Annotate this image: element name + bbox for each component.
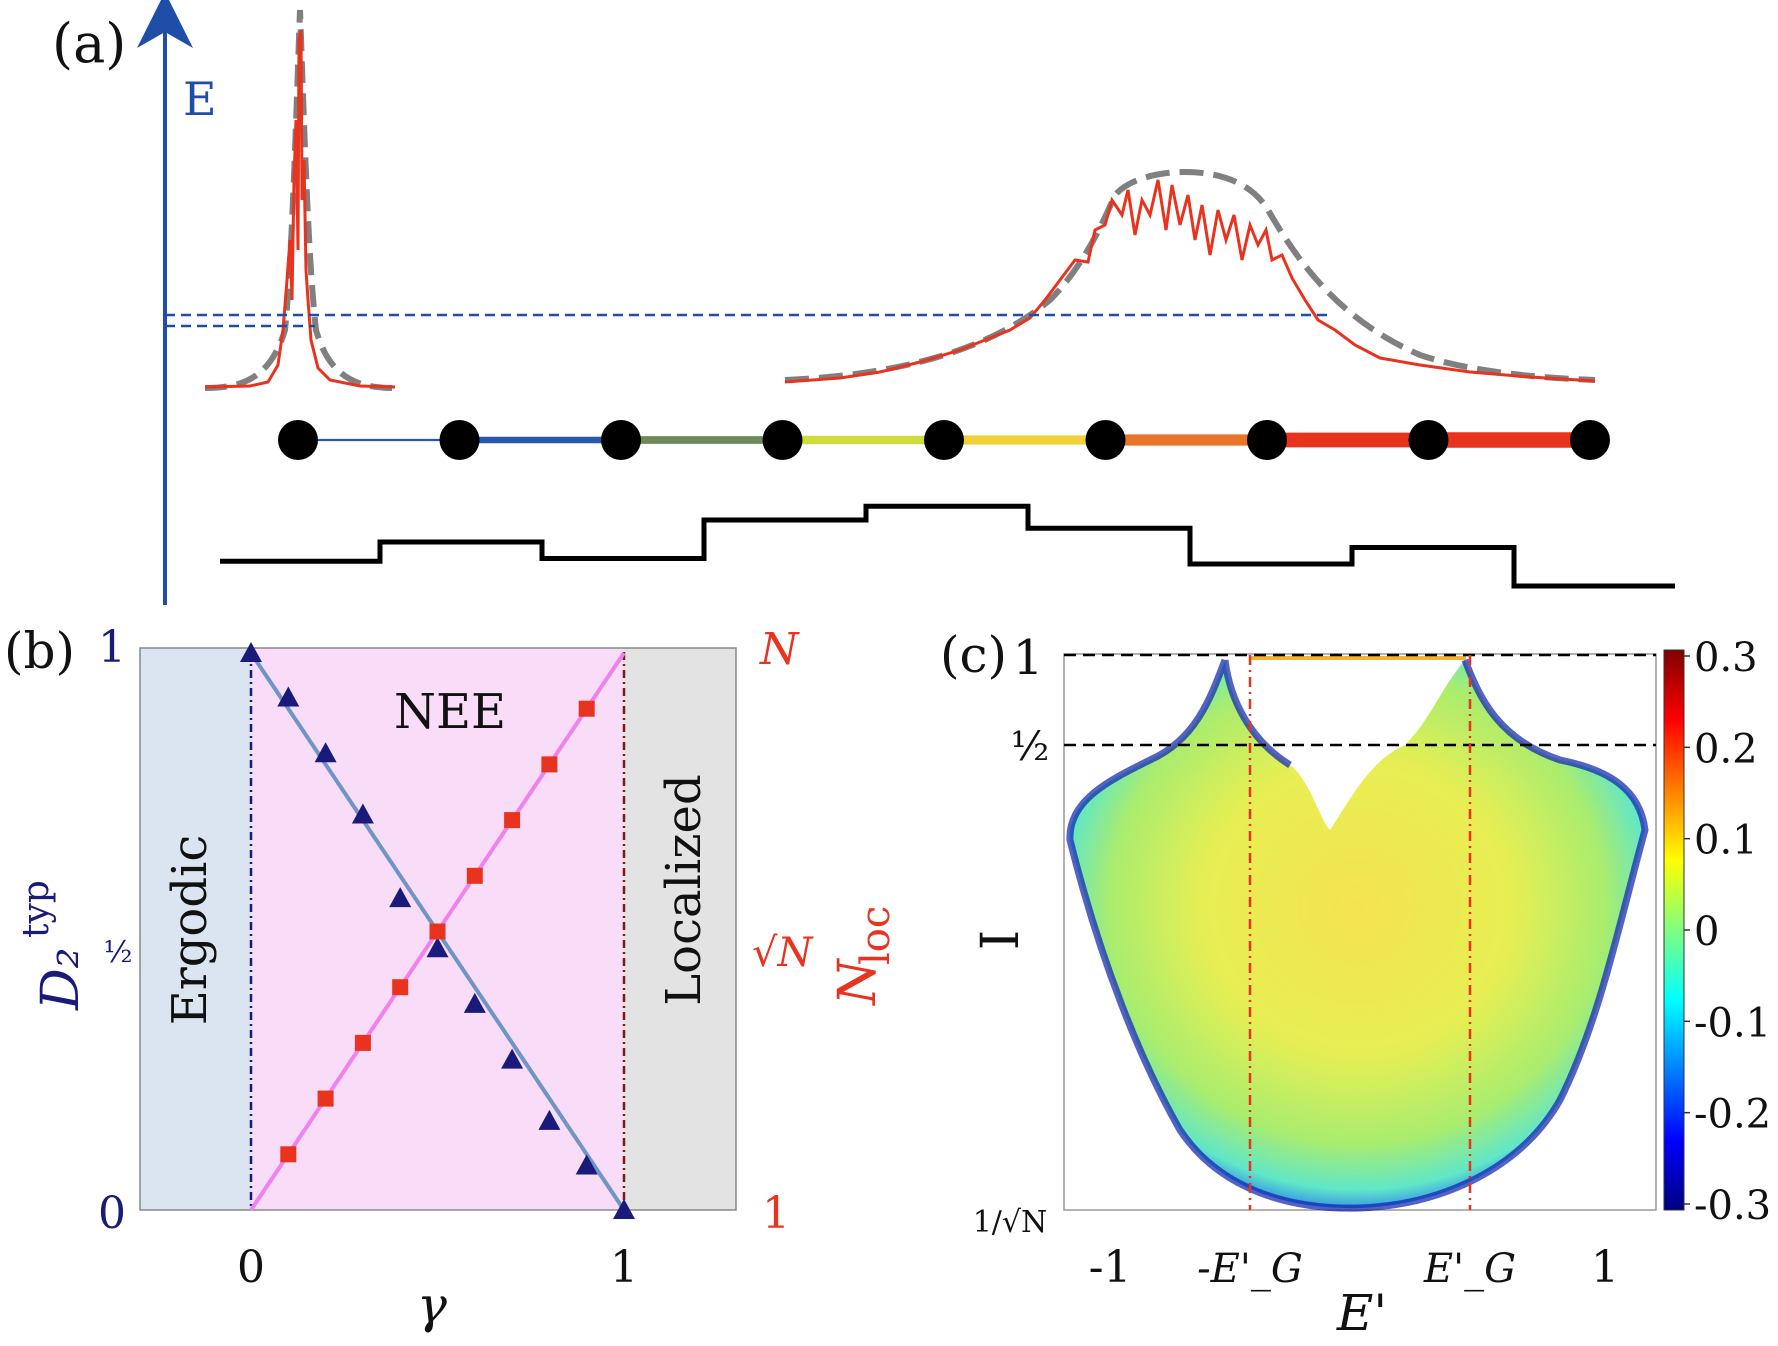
chain-site — [1570, 420, 1610, 460]
panel-b-label: (b) — [4, 622, 75, 680]
b-left-tick-top: 1 — [98, 622, 126, 673]
d2-typ-marker — [501, 1048, 524, 1069]
d2-typ-marker — [314, 742, 337, 763]
b-x-axis-label: γ — [417, 1276, 447, 1334]
chain-site — [762, 420, 803, 460]
c-x-tick-neg1: -1 — [1089, 1242, 1132, 1293]
c-y-tick-inv-sqrt-n: 1/√N — [973, 1205, 1048, 1240]
b-left-axis-label: D₂ typ — [16, 880, 91, 1011]
nloc-marker — [541, 756, 558, 773]
c-x-tick-pos1: 1 — [1591, 1242, 1619, 1293]
d2-typ-marker — [463, 992, 486, 1013]
d2-typ-marker — [613, 1199, 635, 1219]
b-right-axis-label-main: N — [828, 958, 888, 1007]
panel-a: (a) E — [52, 0, 1675, 605]
b-right-tick-top: N — [759, 624, 800, 675]
chain-site — [601, 420, 641, 460]
heatmap-density-region — [1069, 660, 1645, 1209]
d2-typ-marker — [389, 887, 412, 908]
colorbar-tick-label: 0.1 — [1694, 818, 1758, 864]
disorder-step-profile — [220, 503, 1675, 589]
colorbar-tick-label: -0.2 — [1694, 1092, 1771, 1138]
colorbar — [1663, 649, 1685, 1211]
c-x-tick-neg-eg: -E'_G — [1197, 1246, 1303, 1292]
panel-b-markers — [240, 642, 635, 1219]
b-right-tick-bottom: 1 — [762, 1188, 790, 1239]
c-x-tick-pos-eg: E'_G — [1423, 1246, 1516, 1292]
energy-axis-label: E — [183, 72, 217, 126]
colorbar-ticks: 0.3 0.2 0.1 0 -0.1 -0.2 -0.3 — [1684, 635, 1771, 1229]
nloc-marker — [578, 700, 595, 717]
d2-typ-marker — [351, 803, 374, 824]
chain-site — [924, 420, 964, 460]
panel-c-label: (c) — [940, 626, 1007, 684]
chain-site — [1085, 420, 1126, 460]
c-y-axis-label: I — [971, 930, 1031, 951]
d2-typ-marker — [575, 1154, 598, 1175]
nloc-marker — [429, 923, 446, 940]
colorbar-tick-label: 0.3 — [1694, 635, 1758, 681]
plot-b-frame — [139, 647, 737, 1211]
b-right-axis-label: N loc — [828, 906, 899, 1007]
b-left-axis-label-main: D₂ — [31, 947, 91, 1011]
nloc-marker — [354, 1034, 371, 1051]
chain-site — [1247, 420, 1287, 460]
region-ergodic-label: Ergodic — [162, 835, 218, 1026]
region-nee-label: NEE — [394, 684, 506, 740]
b-x-tick-0: 0 — [237, 1242, 265, 1293]
c-y-tick-half: ½ — [1011, 724, 1050, 770]
nloc-marker — [317, 1090, 334, 1107]
panel-a-label: (a) — [52, 12, 126, 75]
left-peak-envelope — [204, 9, 396, 391]
right-peak-envelope — [784, 168, 1596, 383]
b-x-tick-1: 1 — [610, 1242, 638, 1293]
colorbar-tick-label: -0.3 — [1694, 1183, 1771, 1229]
nloc-marker — [392, 979, 409, 996]
nloc-marker — [466, 867, 483, 884]
d2-typ-marker — [538, 1109, 561, 1130]
region-localized-label: Localized — [656, 774, 712, 1005]
colorbar-tick-label: 0 — [1694, 909, 1719, 955]
b-right-axis-label-sub: loc — [853, 906, 899, 965]
nloc-marker — [504, 812, 521, 829]
chain-site — [1408, 420, 1449, 460]
colorbar-tick-label: -0.1 — [1694, 1000, 1771, 1046]
nloc-marker — [280, 1146, 297, 1163]
region-localized-bg — [624, 648, 736, 1210]
lattice-chain — [278, 420, 1610, 460]
colorbar-tick-label: 0.2 — [1694, 726, 1758, 772]
panel-b: (b) NEE Ergodic Localized 1 ½ 0 D₂ typ N… — [4, 622, 899, 1334]
chain-site — [439, 420, 480, 460]
left-peak-spectrum — [204, 29, 396, 389]
b-left-tick-bottom: 0 — [98, 1188, 126, 1239]
heatmap-dark-edge — [1066, 658, 1649, 1212]
d2-typ-marker — [426, 937, 449, 958]
c-y-tick-1: 1 — [1013, 630, 1044, 686]
right-peak-spectrum — [784, 179, 1596, 384]
b-left-tick-mid: ½ — [103, 935, 132, 970]
b-left-axis-label-sup: typ — [16, 880, 57, 938]
b-right-tick-mid: √N — [752, 930, 814, 976]
d2-typ-marker — [277, 686, 300, 707]
region-ergodic-bg — [140, 648, 251, 1210]
c-x-axis-label: E' — [1336, 1284, 1387, 1342]
d2-typ-marker — [240, 642, 262, 662]
chain-site — [278, 420, 318, 460]
panel-c: (c) 1 ½ 1/√N I -1 -E'_G E'_G 1 E' 0.3 0.2… — [940, 626, 1771, 1342]
